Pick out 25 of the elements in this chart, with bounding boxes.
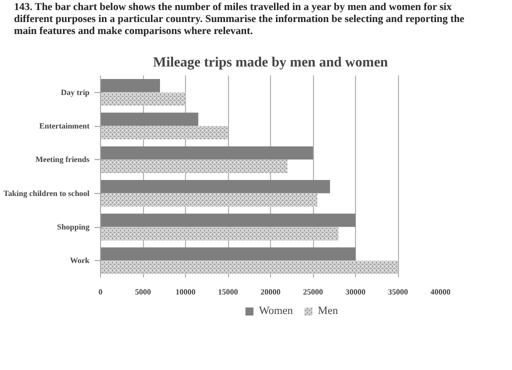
bar	[100, 180, 330, 194]
y-tick-label: Day trip	[60, 88, 90, 97]
x-tick-label: 20000	[260, 288, 280, 296]
bar	[100, 146, 313, 160]
x-tick-label: 5000	[135, 288, 151, 296]
x-tick-label: 30000	[346, 288, 366, 296]
y-tick-label: Taking children to school	[3, 188, 90, 198]
x-tick-label: 35000	[388, 288, 408, 296]
x-tick-label: 0	[98, 288, 102, 296]
bar	[100, 214, 356, 227]
y-tick-label: Work	[70, 256, 90, 266]
y-tick-label: Entertainment	[39, 122, 90, 130]
x-tick-label: 15000	[218, 288, 238, 296]
x-tick-label: 10000	[176, 288, 196, 296]
bar	[100, 247, 356, 261]
y-tick-label: Meeting friends	[36, 155, 90, 164]
legend-label: Men	[318, 305, 338, 317]
bar	[100, 112, 198, 126]
x-tick-label: 40000	[430, 288, 450, 296]
chart-title: Mileage trips made by men and women	[153, 56, 388, 70]
legend-label: Women	[258, 305, 293, 317]
bar	[100, 79, 160, 92]
y-tick-label: Shopping	[57, 222, 90, 232]
x-tick-label: 25000	[303, 288, 323, 296]
text: 143. The bar chart below shows the number of miles travelled in a year by men and women for six different purposes in a particular country. Summarise the information be selecting and reporting the main features and make comparisons where relevant.	[13, 1, 466, 38]
